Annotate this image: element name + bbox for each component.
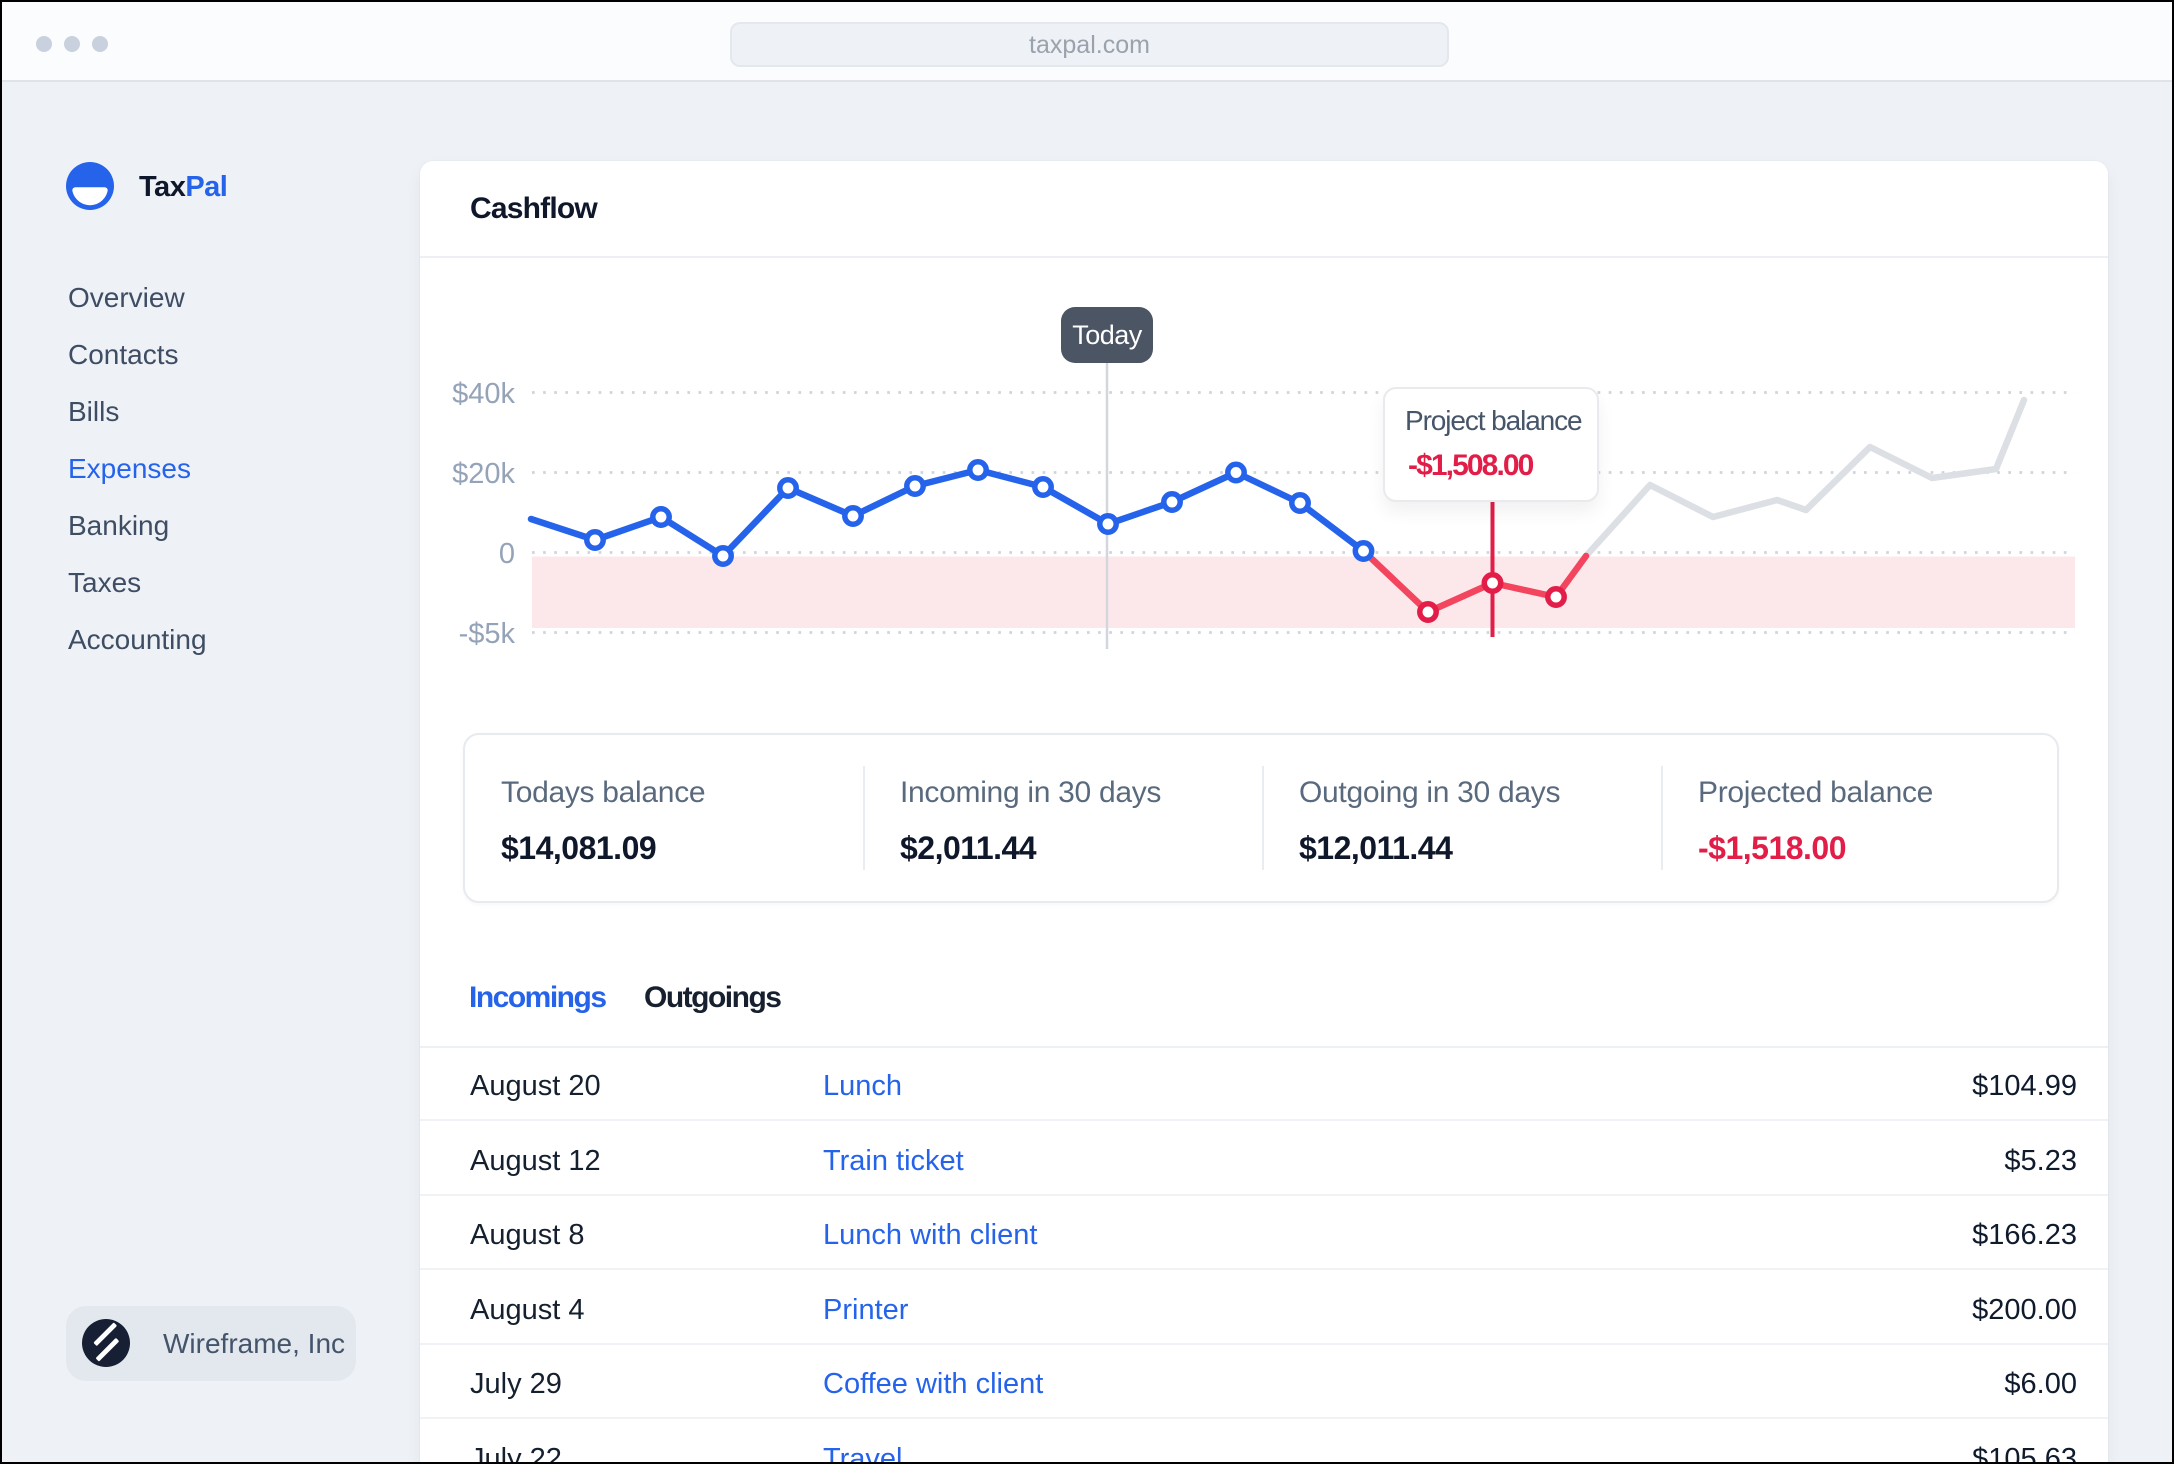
- svg-text:0: 0: [499, 538, 515, 570]
- svg-text:-$5k: -$5k: [459, 618, 516, 650]
- svg-text:$40k: $40k: [452, 378, 515, 410]
- svg-text:$20k: $20k: [452, 458, 515, 490]
- svg-text:Today: Today: [1072, 320, 1143, 350]
